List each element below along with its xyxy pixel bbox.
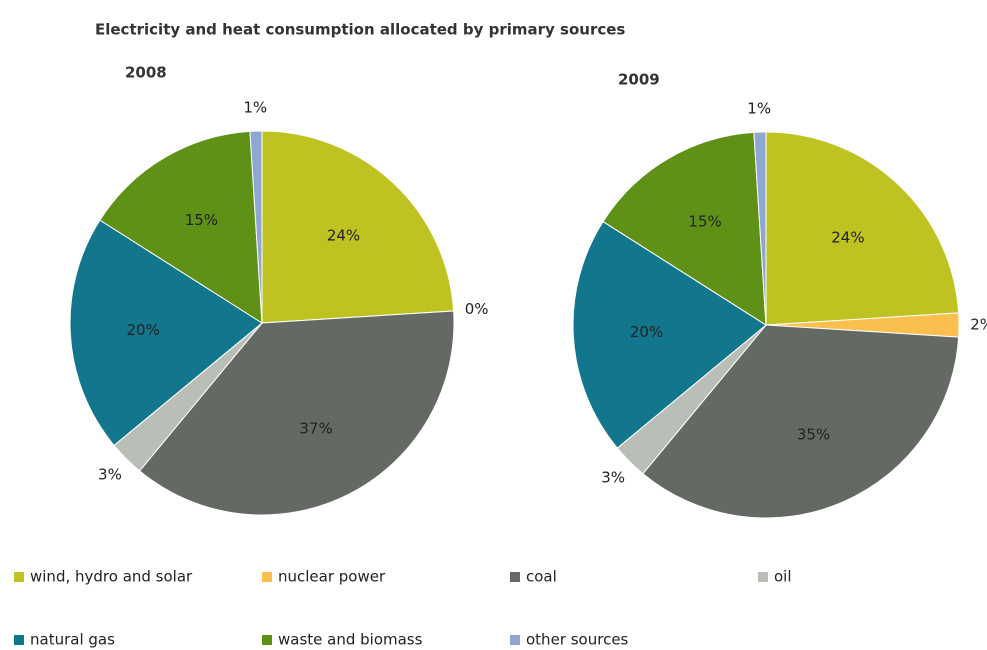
chart-title: Electricity and heat consumption allocat… (95, 21, 625, 39)
pie-slice (99, 130, 263, 324)
pie-slice (138, 310, 455, 516)
pie-slice (572, 220, 767, 449)
pie-slice (765, 131, 960, 326)
pie-slice (249, 130, 263, 324)
legend-label: wind, hydro and solar (30, 568, 193, 586)
data-label: 2% (970, 316, 987, 334)
data-label: 35% (797, 425, 830, 443)
legend-swatch (510, 572, 520, 582)
data-label: 3% (601, 468, 625, 486)
legend-label: other sources (526, 631, 629, 649)
pie-slice (753, 131, 767, 326)
legend-swatch (14, 572, 24, 582)
data-label: 15% (185, 211, 218, 229)
legend-label: coal (526, 568, 557, 586)
legend-swatch (510, 635, 520, 645)
legend-swatch (262, 635, 272, 645)
pie-slice (602, 131, 767, 326)
data-label: 24% (831, 228, 864, 246)
data-label: 24% (327, 227, 360, 245)
pie-slice (642, 324, 960, 519)
pie-title: 2009 (618, 71, 660, 89)
legend-label: natural gas (30, 631, 115, 649)
pie-title: 2008 (125, 64, 167, 82)
legend-label: nuclear power (278, 568, 386, 586)
data-label: 3% (98, 466, 122, 484)
pie-slice (261, 130, 455, 324)
legend-swatch (758, 572, 768, 582)
data-label: 15% (688, 213, 721, 231)
data-label: 1% (243, 99, 267, 117)
data-label: 0% (465, 300, 489, 318)
data-label: 20% (630, 323, 663, 341)
legend-label: waste and biomass (278, 631, 423, 649)
data-label: 37% (299, 420, 332, 438)
legend-swatch (262, 572, 272, 582)
data-label: 1% (747, 99, 771, 117)
pie-slice (69, 219, 263, 447)
data-label: 20% (127, 321, 160, 339)
legend-swatch (14, 635, 24, 645)
legend-label: oil (774, 568, 792, 586)
